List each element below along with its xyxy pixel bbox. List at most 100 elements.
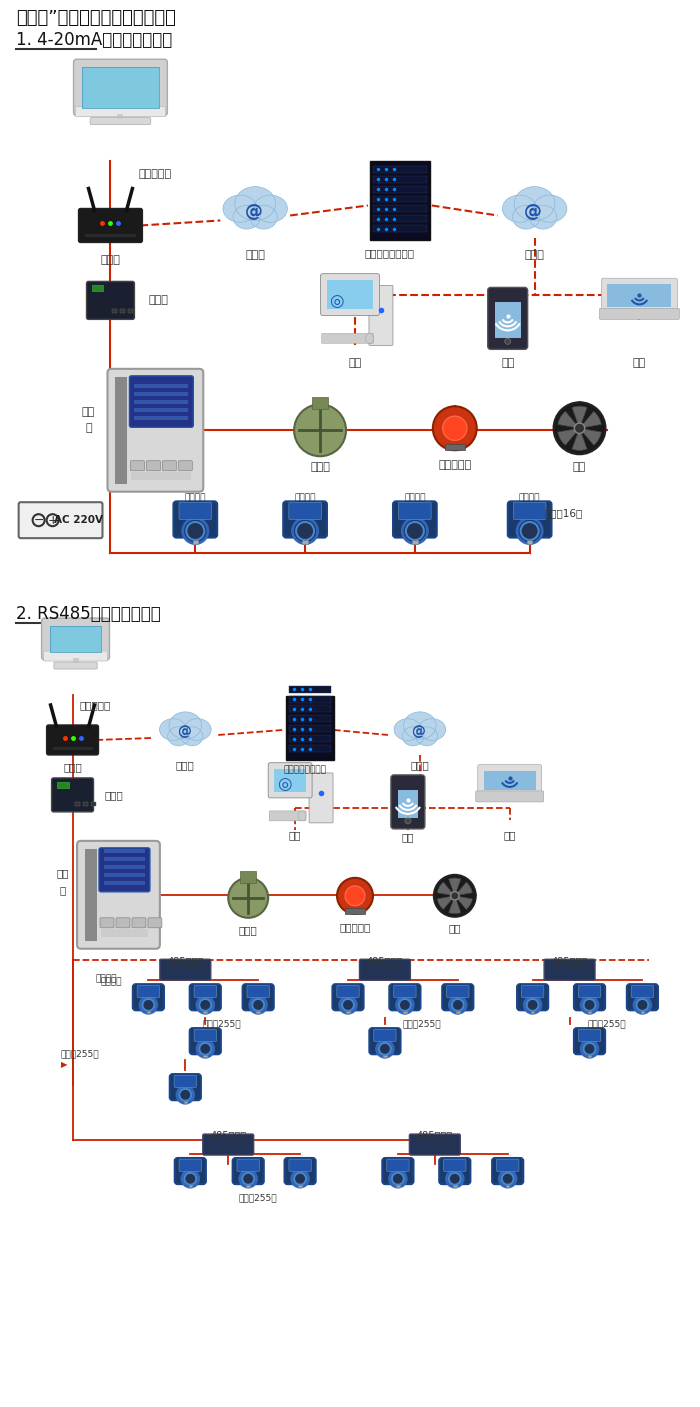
Wedge shape bbox=[438, 896, 455, 909]
Text: 声光报警器: 声光报警器 bbox=[438, 460, 471, 470]
FancyBboxPatch shape bbox=[162, 460, 176, 471]
Bar bbox=[640, 1003, 644, 1013]
Bar bbox=[134, 401, 188, 404]
Bar bbox=[183, 1093, 187, 1103]
Text: 电磁阀: 电磁阀 bbox=[310, 463, 330, 473]
Bar bbox=[456, 1003, 460, 1013]
FancyBboxPatch shape bbox=[321, 333, 374, 343]
Text: @: @ bbox=[177, 725, 191, 739]
FancyBboxPatch shape bbox=[160, 960, 211, 981]
Text: −: − bbox=[34, 514, 44, 526]
FancyBboxPatch shape bbox=[369, 286, 393, 345]
Text: 互联网: 互联网 bbox=[525, 250, 545, 260]
Bar bbox=[398, 789, 418, 817]
Bar bbox=[101, 929, 148, 937]
Bar bbox=[134, 384, 188, 388]
Circle shape bbox=[294, 404, 346, 456]
FancyBboxPatch shape bbox=[43, 651, 108, 661]
FancyBboxPatch shape bbox=[289, 502, 321, 519]
Circle shape bbox=[228, 878, 268, 917]
Bar bbox=[403, 1003, 407, 1013]
Ellipse shape bbox=[365, 333, 374, 343]
Text: 信号输出: 信号输出 bbox=[185, 494, 206, 502]
Text: ◎: ◎ bbox=[277, 775, 291, 794]
FancyBboxPatch shape bbox=[544, 960, 595, 981]
Bar bbox=[345, 908, 365, 913]
FancyBboxPatch shape bbox=[133, 983, 164, 1010]
FancyBboxPatch shape bbox=[370, 1029, 400, 1054]
Wedge shape bbox=[572, 407, 587, 428]
FancyBboxPatch shape bbox=[574, 1029, 605, 1054]
Circle shape bbox=[183, 518, 208, 543]
Bar bbox=[484, 771, 536, 789]
Text: 可连接255台: 可连接255台 bbox=[61, 1050, 99, 1058]
Bar bbox=[286, 695, 334, 760]
Bar bbox=[373, 196, 427, 203]
FancyBboxPatch shape bbox=[268, 763, 312, 798]
Ellipse shape bbox=[514, 187, 555, 221]
Ellipse shape bbox=[512, 205, 540, 229]
FancyBboxPatch shape bbox=[100, 917, 114, 927]
FancyBboxPatch shape bbox=[476, 791, 544, 802]
FancyBboxPatch shape bbox=[389, 983, 421, 1010]
Text: 路由器: 路由器 bbox=[101, 256, 120, 266]
Text: AC 220V: AC 220V bbox=[54, 515, 103, 525]
Text: 信号输出: 信号输出 bbox=[95, 975, 117, 983]
Bar bbox=[104, 881, 145, 885]
Text: 转换器: 转换器 bbox=[148, 295, 168, 305]
Circle shape bbox=[442, 416, 467, 440]
Bar bbox=[57, 782, 69, 788]
Circle shape bbox=[396, 996, 413, 1013]
Bar bbox=[204, 1003, 207, 1013]
Circle shape bbox=[584, 999, 596, 1010]
Text: 电脑: 电脑 bbox=[289, 830, 302, 840]
Circle shape bbox=[184, 1173, 196, 1185]
FancyBboxPatch shape bbox=[508, 501, 552, 537]
Ellipse shape bbox=[223, 196, 257, 222]
FancyBboxPatch shape bbox=[175, 1158, 206, 1185]
Circle shape bbox=[379, 1043, 391, 1055]
Bar bbox=[373, 186, 427, 193]
FancyBboxPatch shape bbox=[574, 983, 605, 1010]
Bar bbox=[146, 1003, 150, 1013]
Text: @: @ bbox=[412, 725, 426, 739]
Ellipse shape bbox=[250, 205, 277, 229]
FancyBboxPatch shape bbox=[190, 1029, 221, 1054]
Circle shape bbox=[581, 1040, 598, 1057]
Bar bbox=[104, 857, 145, 861]
Bar bbox=[346, 1003, 350, 1013]
FancyBboxPatch shape bbox=[284, 1158, 316, 1185]
FancyBboxPatch shape bbox=[398, 502, 431, 519]
FancyBboxPatch shape bbox=[132, 917, 146, 927]
Text: 路由器: 路由器 bbox=[63, 763, 82, 772]
Bar bbox=[302, 529, 308, 543]
Ellipse shape bbox=[160, 719, 187, 740]
Text: 电脑: 电脑 bbox=[349, 359, 362, 369]
Text: 485中继器: 485中继器 bbox=[167, 955, 204, 965]
Ellipse shape bbox=[529, 205, 557, 229]
Circle shape bbox=[402, 518, 428, 543]
FancyBboxPatch shape bbox=[599, 308, 679, 319]
Circle shape bbox=[447, 1171, 463, 1188]
Bar bbox=[104, 848, 145, 853]
Ellipse shape bbox=[234, 187, 276, 221]
Circle shape bbox=[392, 1173, 404, 1185]
Circle shape bbox=[140, 996, 157, 1013]
Circle shape bbox=[240, 1171, 257, 1188]
FancyBboxPatch shape bbox=[174, 1075, 197, 1088]
FancyBboxPatch shape bbox=[626, 983, 658, 1010]
FancyBboxPatch shape bbox=[631, 985, 654, 998]
Circle shape bbox=[634, 996, 651, 1013]
Circle shape bbox=[342, 999, 354, 1010]
Circle shape bbox=[199, 1043, 211, 1055]
Circle shape bbox=[340, 996, 356, 1013]
FancyBboxPatch shape bbox=[41, 618, 109, 660]
FancyBboxPatch shape bbox=[170, 1074, 201, 1100]
Circle shape bbox=[405, 817, 411, 825]
Circle shape bbox=[434, 875, 476, 917]
Ellipse shape bbox=[233, 205, 260, 229]
Circle shape bbox=[242, 1173, 254, 1185]
Ellipse shape bbox=[533, 196, 567, 222]
Text: 可连接255台: 可连接255台 bbox=[239, 1193, 277, 1203]
Bar bbox=[412, 529, 418, 543]
